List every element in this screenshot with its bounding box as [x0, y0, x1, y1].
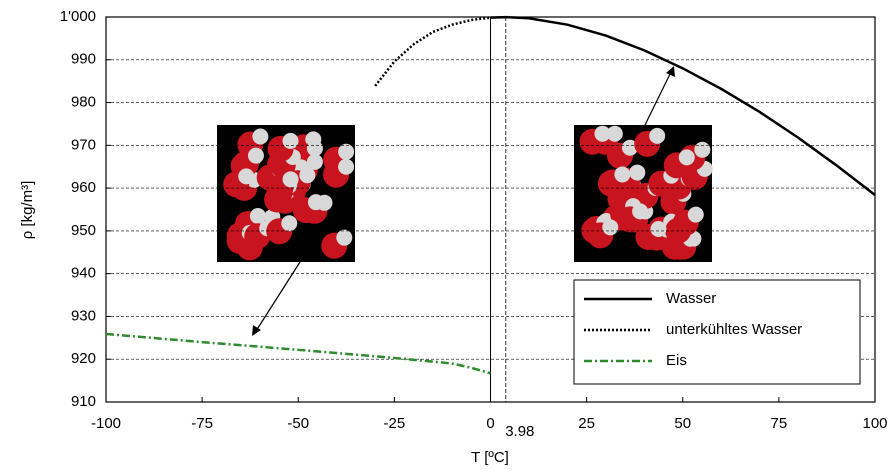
y-tick-label: 920 [71, 350, 96, 367]
atom [606, 125, 623, 142]
atom [252, 128, 269, 145]
x-tick-label: 100 [862, 415, 887, 432]
x-axis-title: T [ºC] [471, 449, 509, 466]
atom [307, 194, 324, 211]
legend-box [573, 279, 861, 385]
atom [594, 125, 611, 142]
atom [621, 139, 638, 156]
series-line [105, 332, 491, 375]
y-tick-label: 1'000 [60, 8, 96, 25]
x-tick-label: -100 [91, 415, 121, 432]
legend-label: Wasser [666, 290, 716, 307]
y-tick-label: 940 [71, 265, 96, 282]
arrow [644, 71, 672, 126]
atom [282, 171, 299, 188]
atom [247, 147, 264, 164]
atom [336, 229, 353, 246]
atom [249, 208, 266, 225]
atom [338, 158, 355, 175]
atom [632, 203, 649, 220]
x-tick-label: -75 [191, 415, 213, 432]
legend-label: Eis [666, 352, 687, 369]
x-tick-label: 0 [486, 415, 494, 432]
marker-label: 3.98 [505, 423, 534, 440]
atom [687, 206, 704, 223]
legend-label: unterkühltes Wasser [666, 321, 802, 338]
atom [694, 141, 711, 158]
atom [602, 219, 619, 236]
atom [629, 164, 646, 181]
series-line [374, 16, 491, 87]
y-tick-label: 910 [71, 393, 96, 410]
atom [282, 132, 299, 149]
atom [338, 143, 355, 160]
molecule-image-water [574, 125, 713, 262]
arrow [255, 261, 301, 332]
y-tick-label: 980 [71, 94, 96, 111]
y-axis-title: ρ [kg/m³] [19, 181, 36, 240]
x-tick-label: 50 [674, 415, 691, 432]
atom [614, 166, 631, 183]
molecule-image-ice [217, 125, 355, 262]
atom [306, 153, 323, 170]
arrowhead [666, 66, 675, 77]
atom [306, 140, 323, 157]
atom [299, 167, 316, 184]
arrowhead [252, 325, 261, 336]
y-tick-label: 970 [71, 136, 96, 153]
atom [678, 149, 695, 166]
x-tick-label: 25 [578, 415, 595, 432]
atom [649, 127, 666, 144]
series-line [490, 15, 876, 196]
x-tick-label: -50 [287, 415, 309, 432]
atom [650, 220, 667, 237]
y-tick-label: 990 [71, 51, 96, 68]
y-tick-label: 950 [71, 222, 96, 239]
atom [281, 215, 298, 232]
y-tick-label: 930 [71, 307, 96, 324]
y-tick-label: 960 [71, 179, 96, 196]
x-tick-label: 75 [771, 415, 788, 432]
atom [238, 168, 255, 185]
x-tick-label: -25 [384, 415, 406, 432]
